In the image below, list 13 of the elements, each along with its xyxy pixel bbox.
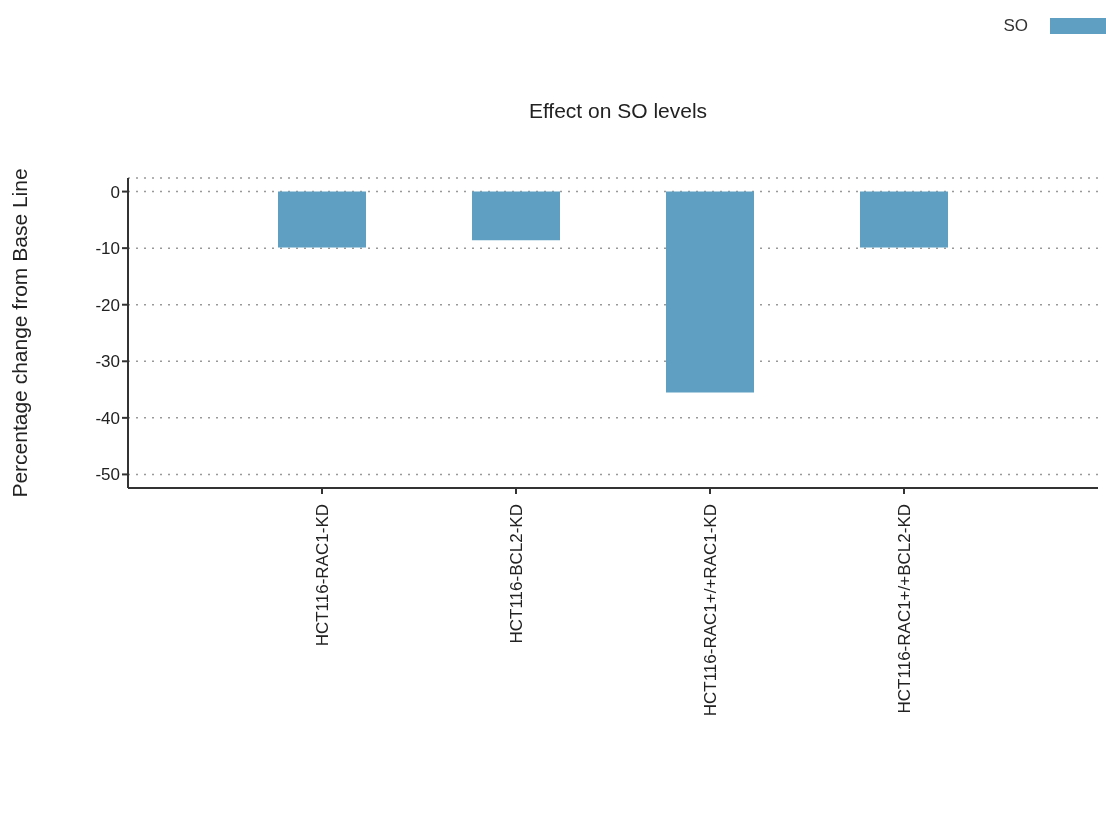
y-tick-label: -50 bbox=[95, 465, 120, 485]
y-axis-title: Percentage change from Base Line bbox=[8, 168, 32, 498]
y-tick-label: -20 bbox=[95, 295, 120, 315]
y-tick-label: -40 bbox=[95, 408, 120, 428]
y-tick-label: -30 bbox=[95, 352, 120, 372]
y-tick-label: 0 bbox=[110, 182, 120, 202]
chart-title: Effect on SO levels bbox=[528, 99, 708, 122]
legend-label: SO bbox=[1003, 16, 1028, 36]
x-tick-label: HCT116-RAC1+/+BCL2-KD bbox=[894, 504, 914, 714]
y-tick-label: -10 bbox=[95, 239, 120, 259]
x-tick-label: HCT116-RAC1+/+RAC1-KD bbox=[700, 504, 720, 717]
x-tick-label: HCT116-BCL2-KD bbox=[506, 504, 526, 644]
x-tick-label: HCT116-RAC1-KD bbox=[312, 504, 332, 647]
